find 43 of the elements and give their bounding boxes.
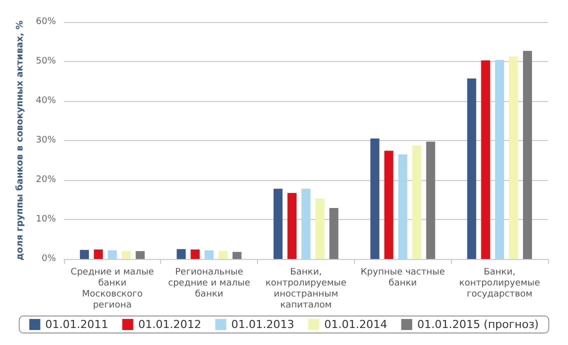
legend-label: 01.01.2012 bbox=[138, 318, 202, 331]
x-tick-label: Средние и малые банки Московского региона bbox=[70, 268, 154, 310]
legend-label: 01.01.2014 bbox=[324, 318, 388, 331]
bar bbox=[384, 150, 394, 259]
y-tick-label: 10% bbox=[36, 214, 56, 224]
bar bbox=[190, 250, 200, 259]
x-tick-label: Крупные частные банки bbox=[360, 268, 446, 288]
x-tick-label: Банки, контролируемые иностранным капиталом bbox=[266, 268, 347, 310]
bar bbox=[274, 188, 283, 259]
bar bbox=[481, 60, 490, 259]
y-tick-label: 60% bbox=[36, 17, 56, 27]
y-tick-label: 0% bbox=[42, 254, 56, 264]
bar bbox=[509, 56, 518, 259]
bar bbox=[301, 188, 310, 259]
legend-label: 01.01.2011 bbox=[45, 318, 108, 331]
x-tick-label: Банки, контролируемые государством bbox=[459, 268, 540, 300]
x-tick-label: Региональные средние и малые банки bbox=[168, 268, 251, 300]
bar bbox=[467, 78, 476, 259]
legend-label: 01.01.2013 bbox=[231, 318, 294, 331]
y-tick-label: 30% bbox=[36, 136, 56, 146]
bar bbox=[412, 145, 422, 259]
bar bbox=[136, 251, 145, 259]
bar bbox=[204, 250, 214, 259]
bar bbox=[522, 50, 532, 259]
bar bbox=[426, 142, 436, 259]
bar bbox=[315, 198, 324, 259]
bar bbox=[398, 154, 408, 259]
bar bbox=[108, 250, 117, 259]
bar bbox=[218, 251, 228, 259]
bar bbox=[122, 251, 131, 259]
bar bbox=[80, 250, 89, 259]
y-axis-title: доля группы банков в совокупных активах, % bbox=[14, 20, 26, 260]
bar bbox=[329, 208, 338, 259]
legend-label: 01.01.2015 (прогноз) bbox=[417, 318, 539, 331]
y-tick-label: 40% bbox=[36, 96, 56, 106]
bar bbox=[288, 193, 296, 259]
bar bbox=[176, 249, 186, 259]
bar bbox=[94, 250, 103, 259]
y-tick-label: 50% bbox=[36, 56, 56, 66]
bar bbox=[232, 252, 242, 259]
bar bbox=[370, 138, 380, 259]
y-tick-label: 20% bbox=[36, 175, 56, 185]
bar bbox=[495, 60, 504, 259]
